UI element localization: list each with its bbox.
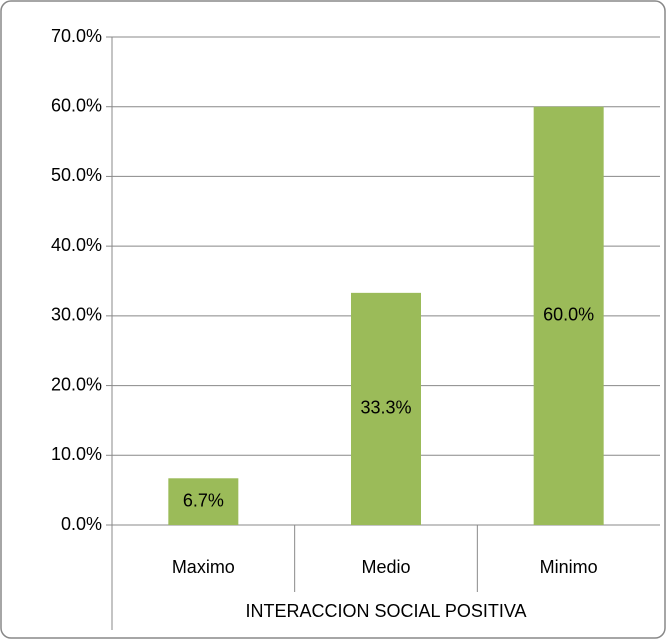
x-tick-label: Medio bbox=[361, 557, 410, 577]
x-tick-label: Maximo bbox=[172, 557, 235, 577]
y-tick-label: 60.0% bbox=[51, 95, 102, 115]
y-tick-label: 50.0% bbox=[51, 165, 102, 185]
data-label: 60.0% bbox=[543, 305, 594, 325]
y-tick-label: 30.0% bbox=[51, 305, 102, 325]
y-tick-label: 0.0% bbox=[61, 514, 102, 534]
bar bbox=[351, 292, 421, 525]
y-tick-label: 40.0% bbox=[51, 235, 102, 255]
bar bbox=[168, 478, 239, 525]
bar bbox=[533, 106, 604, 525]
y-tick-label: 70.0% bbox=[51, 26, 102, 46]
data-label: 33.3% bbox=[360, 398, 411, 418]
data-label: 6.7% bbox=[183, 490, 224, 510]
y-tick-label: 10.0% bbox=[51, 444, 102, 464]
x-axis-label: INTERACCION SOCIAL POSITIVA bbox=[245, 601, 526, 621]
x-tick-label: Minimo bbox=[540, 557, 598, 577]
y-tick-label: 20.0% bbox=[51, 374, 102, 394]
